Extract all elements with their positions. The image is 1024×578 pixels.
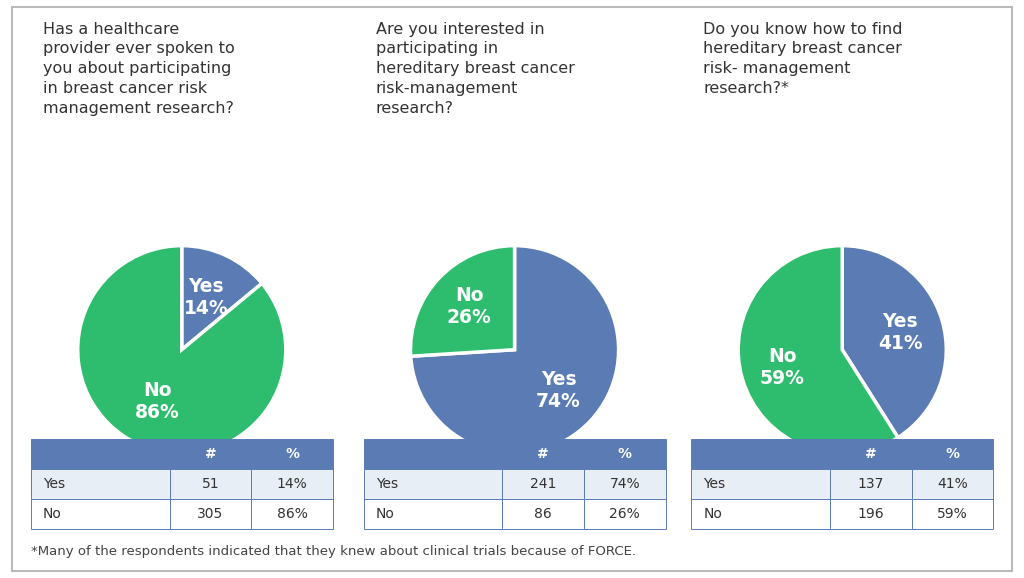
Text: 305: 305 (198, 507, 223, 521)
Bar (584, 469, 666, 499)
Bar (691, 499, 830, 529)
Text: 51: 51 (202, 477, 219, 491)
Bar (31, 469, 170, 499)
Text: Has a healthcare
provider ever spoken to
you about participating
in breast cance: Has a healthcare provider ever spoken to… (43, 21, 234, 116)
Text: Yes
74%: Yes 74% (537, 370, 581, 412)
Text: 14%: 14% (276, 477, 307, 491)
Bar (503, 499, 584, 529)
Text: No
59%: No 59% (760, 347, 805, 388)
Bar (251, 439, 333, 469)
Text: Yes
14%: Yes 14% (184, 277, 228, 318)
Bar (364, 439, 503, 469)
Text: 196: 196 (858, 507, 885, 521)
Text: 86: 86 (535, 507, 552, 521)
Text: No
26%: No 26% (446, 287, 492, 328)
Bar (691, 439, 830, 469)
Bar (911, 439, 993, 469)
Text: Yes: Yes (703, 477, 725, 491)
Text: Do you know how to find
hereditary breast cancer
risk- management
research?*: Do you know how to find hereditary breas… (703, 21, 903, 96)
Text: Yes
41%: Yes 41% (878, 312, 923, 353)
Text: Yes: Yes (43, 477, 65, 491)
Bar (691, 469, 830, 499)
Bar (830, 469, 911, 499)
Text: No: No (703, 507, 722, 521)
Bar (364, 469, 503, 499)
Bar (503, 439, 584, 469)
Text: 137: 137 (858, 477, 884, 491)
Bar (170, 439, 251, 469)
Bar (584, 499, 666, 529)
Text: 241: 241 (530, 477, 556, 491)
Bar (830, 439, 911, 469)
Text: 41%: 41% (937, 477, 968, 491)
Bar (170, 499, 251, 529)
Wedge shape (842, 246, 946, 438)
Bar (364, 499, 503, 529)
Bar (170, 469, 251, 499)
Text: 59%: 59% (937, 507, 968, 521)
Bar (911, 499, 993, 529)
Bar (31, 499, 170, 529)
Text: No
86%: No 86% (135, 381, 180, 422)
Text: %: % (285, 447, 299, 461)
Bar (251, 499, 333, 529)
Bar (584, 439, 666, 469)
Text: #: # (538, 447, 549, 461)
Bar (830, 499, 911, 529)
Wedge shape (181, 246, 262, 350)
Bar (503, 469, 584, 499)
Wedge shape (411, 246, 618, 454)
Text: 74%: 74% (609, 477, 640, 491)
Text: %: % (945, 447, 959, 461)
Text: No: No (43, 507, 61, 521)
Text: 26%: 26% (609, 507, 640, 521)
Text: Yes: Yes (376, 477, 397, 491)
Text: 86%: 86% (276, 507, 307, 521)
Text: %: % (617, 447, 632, 461)
Wedge shape (411, 246, 515, 356)
Text: *Many of the respondents indicated that they knew about clinical trials because : *Many of the respondents indicated that … (31, 546, 636, 558)
Bar (251, 469, 333, 499)
Bar (911, 469, 993, 499)
Wedge shape (738, 246, 898, 454)
Text: #: # (205, 447, 216, 461)
Text: Are you interested in
participating in
hereditary breast cancer
risk-management
: Are you interested in participating in h… (376, 21, 574, 116)
Text: No: No (376, 507, 394, 521)
Wedge shape (78, 246, 286, 454)
Bar (31, 439, 170, 469)
Text: #: # (865, 447, 877, 461)
